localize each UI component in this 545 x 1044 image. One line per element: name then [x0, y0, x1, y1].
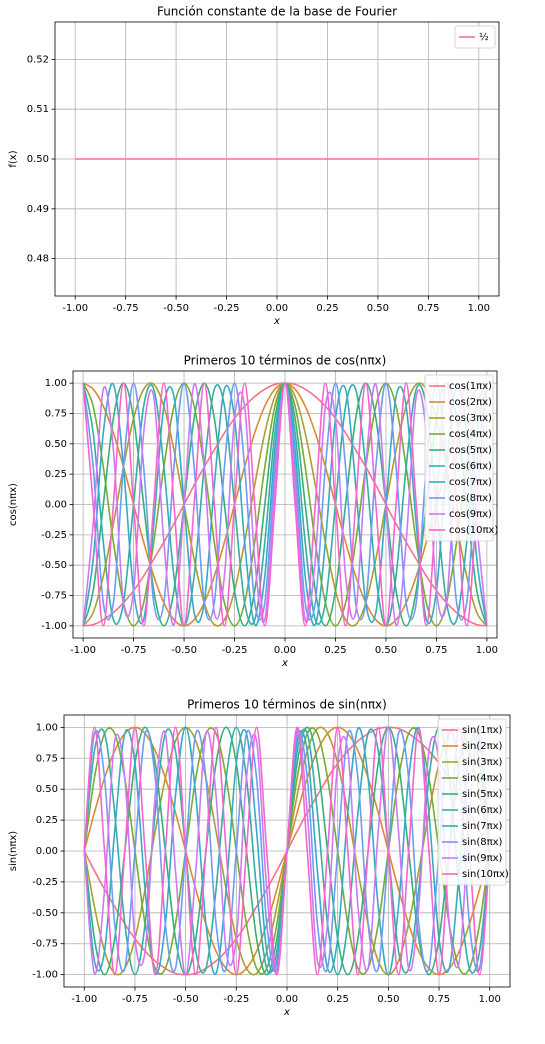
x-tick-label: 0.00	[266, 303, 288, 314]
legend-label: cos(1πx)	[449, 381, 492, 392]
legend-label: sin(1πx)	[462, 725, 503, 736]
legend-label: cos(3πx)	[449, 413, 492, 424]
plot-frame	[63, 714, 511, 988]
x-tick-label: -0.25	[214, 303, 240, 314]
data-line	[83, 726, 491, 976]
x-tick-label: 0.25	[316, 303, 338, 314]
y-axis-label: f(x)	[8, 150, 19, 167]
x-tick-label: -0.50	[173, 994, 199, 1005]
y-tick-label: -0.75	[32, 939, 58, 950]
subplot: Función constante de la base de Fourier -…	[8, 5, 500, 327]
y-tick-label: -0.75	[41, 591, 67, 602]
y-tick-label: 1.00	[45, 378, 67, 389]
x-tick-label: 0.00	[276, 994, 298, 1005]
y-axis-label: cos(nπx)	[8, 483, 19, 526]
x-tick-label: 0.50	[377, 994, 399, 1005]
x-tick-label: 0.50	[367, 303, 389, 314]
x-tick-label: -0.50	[171, 645, 197, 656]
legend-label: cos(10πx)	[449, 525, 498, 536]
y-tick-label: 0.25	[45, 469, 67, 480]
y-tick-label: -0.50	[41, 560, 67, 571]
legend-box	[437, 718, 507, 886]
x-tick-label: -0.25	[222, 645, 248, 656]
y-tick-label: 0.75	[36, 753, 58, 764]
x-tick-label: -1.00	[71, 994, 97, 1005]
legend-box	[424, 374, 494, 542]
legend-label: sin(2πx)	[462, 741, 503, 752]
x-tick-label: 1.00	[476, 645, 498, 656]
y-tick-label: 0.50	[36, 784, 58, 795]
y-tick-label: 0.00	[45, 500, 67, 511]
x-axis-label: x	[283, 1007, 290, 1018]
y-tick-label: 0.49	[27, 204, 49, 215]
plot-frame	[72, 370, 498, 639]
y-tick-label: 0.25	[36, 815, 58, 826]
legend-label: cos(8πx)	[449, 493, 492, 504]
x-tick-label: -0.50	[163, 303, 189, 314]
legend-label: sin(6πx)	[462, 805, 503, 816]
x-tick-label: -0.75	[122, 994, 148, 1005]
legend: ½	[454, 25, 496, 49]
y-tick-label: -0.25	[41, 530, 67, 541]
subplot-title: Primeros 10 términos de cos(nπx)	[184, 354, 387, 368]
x-tick-label: -0.25	[223, 994, 249, 1005]
y-tick-label: 1.00	[36, 722, 58, 733]
y-tick-label: 0.00	[36, 846, 58, 857]
x-tick-label: 1.00	[468, 303, 490, 314]
legend-label: cos(7πx)	[449, 477, 492, 488]
x-tick-label: 0.75	[428, 994, 450, 1005]
legend-label: sin(7πx)	[462, 821, 503, 832]
subplot-title: Función constante de la base de Fourier	[157, 5, 397, 19]
x-axis-label: x	[273, 316, 280, 327]
x-tick-label: -0.75	[113, 303, 139, 314]
x-tick-label: 0.50	[375, 645, 397, 656]
x-axis-label: x	[281, 658, 288, 669]
legend-label: sin(4πx)	[462, 773, 503, 784]
legend-label: cos(4πx)	[449, 429, 492, 440]
y-tick-label: -1.00	[32, 970, 58, 981]
legend: sin(1πx) sin(2πx) sin(3πx) sin(4πx) sin(5πx)…	[437, 718, 509, 886]
y-tick-label: 0.52	[27, 54, 49, 65]
subplot: Primeros 10 términos de cos(nπx) -1.00 -0.…	[8, 354, 498, 670]
y-tick-label: 0.48	[27, 254, 49, 265]
x-tick-label: -1.00	[62, 303, 88, 314]
y-tick-label: -0.50	[32, 908, 58, 919]
legend-label: sin(3πx)	[462, 757, 503, 768]
subplot: Primeros 10 términos de sin(nπx) -1.00 -0.…	[8, 698, 511, 1018]
x-tick-label: 0.75	[425, 645, 447, 656]
y-tick-label: 0.50	[27, 154, 49, 165]
x-tick-label: 0.25	[327, 994, 349, 1005]
legend-label: cos(9πx)	[449, 509, 492, 520]
legend-label: cos(6πx)	[449, 461, 492, 472]
legend-label: ½	[479, 31, 489, 43]
subplot-title: Primeros 10 términos de sin(nπx)	[187, 698, 387, 712]
legend-label: sin(10πx)	[462, 869, 509, 880]
legend-label: cos(2πx)	[449, 397, 492, 408]
y-axis-label: sin(nπx)	[8, 831, 19, 872]
y-tick-label: 0.75	[45, 408, 67, 419]
legend-label: cos(5πx)	[449, 445, 492, 456]
x-tick-label: -0.75	[121, 645, 147, 656]
data-line	[82, 382, 488, 627]
x-tick-label: -1.00	[70, 645, 96, 656]
x-tick-label: 1.00	[479, 994, 501, 1005]
legend-label: sin(9πx)	[462, 853, 503, 864]
x-tick-label: 0.25	[324, 645, 346, 656]
y-tick-label: -1.00	[41, 621, 67, 632]
legend: cos(1πx) cos(2πx) cos(3πx) cos(4πx) cos(5πx)…	[424, 374, 498, 542]
plot-frame	[54, 21, 500, 297]
legend-label: sin(8πx)	[462, 837, 503, 848]
x-tick-label: 0.75	[417, 303, 439, 314]
y-tick-label: 0.50	[45, 439, 67, 450]
y-tick-label: 0.51	[27, 104, 49, 115]
y-tick-label: -0.25	[32, 877, 58, 888]
x-tick-label: 0.00	[274, 645, 296, 656]
legend-label: sin(5πx)	[462, 789, 503, 800]
